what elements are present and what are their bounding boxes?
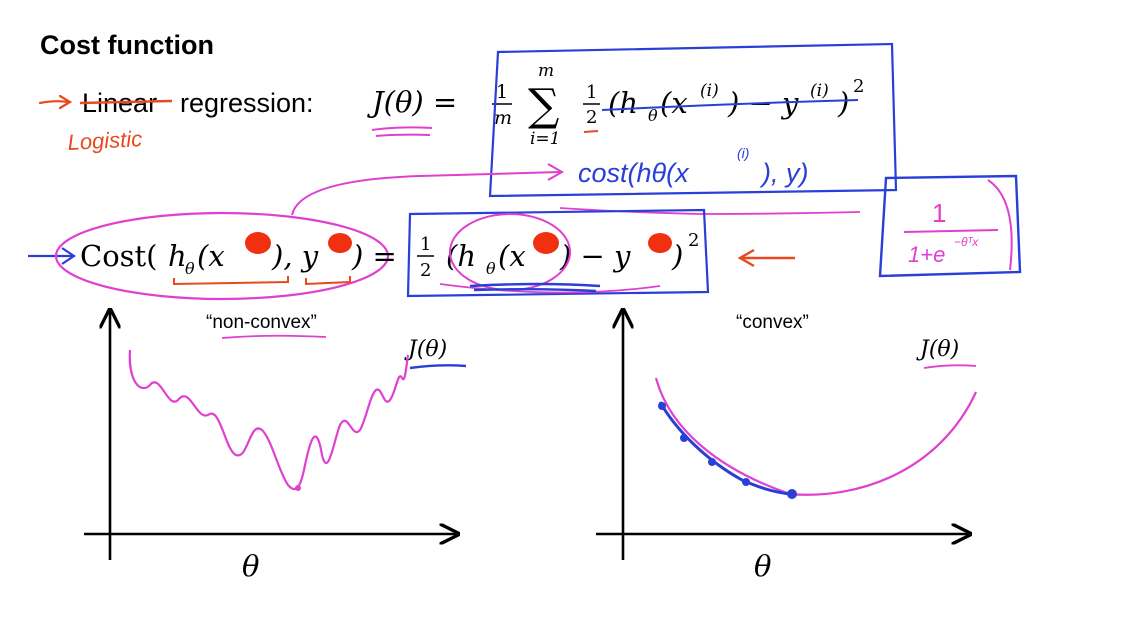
term-paren: ) xyxy=(837,86,849,120)
frac-m: m xyxy=(494,107,512,129)
term-sub: θ xyxy=(648,106,658,125)
non-convex-curve xyxy=(128,349,410,491)
right-ylabel: J(θ) xyxy=(916,337,959,362)
gd-step-3 xyxy=(708,458,716,466)
frac-one: 1 xyxy=(496,81,508,103)
rhs-close: ) xyxy=(671,239,683,273)
term-open: (h xyxy=(608,86,638,120)
cost-handwritten-sup: (i) xyxy=(737,145,749,161)
cost-sub: θ xyxy=(185,259,195,278)
gd-step-2 xyxy=(680,434,688,442)
sigmoid-box xyxy=(878,174,1022,278)
rhs-minus-y: ) − y xyxy=(559,239,631,273)
regression-word: regression: xyxy=(180,88,314,118)
sum-top: m xyxy=(538,61,554,81)
blue-box-rhs xyxy=(406,208,710,298)
slide-title: Cost function xyxy=(40,30,214,60)
sigmoid-num: 1 xyxy=(932,198,946,228)
j-theta-eq: J(θ) = xyxy=(367,85,457,119)
red-arrow-small-icon xyxy=(38,94,73,110)
left-ylabel: J(θ) xyxy=(404,337,447,362)
half-one: 1 xyxy=(586,82,597,103)
non-convex-chart: “non-convex” J(θ) θ xyxy=(84,310,467,583)
logistic-handwritten: Logistic xyxy=(67,126,143,155)
cost-h: h xyxy=(168,239,187,273)
red-bracket-2 xyxy=(305,276,351,286)
cost-handwritten-end: ), y) xyxy=(759,158,809,188)
rhs-power: 2 xyxy=(688,230,699,251)
red-arrow-left-icon xyxy=(737,248,795,268)
convex-chart: “convex” J(θ) θ xyxy=(596,310,977,583)
blue-arrow-left-icon xyxy=(28,247,76,265)
sigmoid-den: 1+e xyxy=(908,242,945,267)
rhs-half-two: 2 xyxy=(420,260,431,281)
gradient-descent-path xyxy=(658,401,793,496)
magenta-arrow-to-cost xyxy=(291,171,561,216)
non-convex-min-dot xyxy=(295,485,301,491)
convex-label: “convex” xyxy=(736,312,809,333)
sigmoid-bar xyxy=(903,229,999,233)
non-convex-label: “non-convex” xyxy=(206,312,317,333)
red-bracket-1 xyxy=(173,276,289,286)
rhs-half-one: 1 xyxy=(420,234,431,255)
red-dash xyxy=(583,130,599,133)
half-two: 2 xyxy=(586,107,597,128)
cost-close: ) = xyxy=(351,239,397,273)
red-blob-2 xyxy=(328,233,352,253)
blue-box-top xyxy=(488,42,898,198)
cost-ellipse xyxy=(54,211,390,301)
cost-x: (x xyxy=(197,239,225,273)
term-power: 2 xyxy=(853,76,864,97)
j-underline xyxy=(371,126,433,137)
magenta-arrow-head xyxy=(547,163,565,181)
cost-comma-y: ), y xyxy=(271,239,319,273)
gd-step-4 xyxy=(742,478,750,486)
left-xlabel: θ xyxy=(242,549,259,583)
cost-definition-line: Cost( h θ (x ), y ) = 1 2 (h θ (x ) − y … xyxy=(28,208,795,301)
rhs-x: (x xyxy=(498,239,526,273)
linear-regression-line: Linear regression: J(θ) = 1 m m ∑ i=1 1 … xyxy=(38,42,898,216)
term-sup-i: (i) xyxy=(700,81,719,101)
cost-word: Cost( xyxy=(80,239,158,273)
term-strike xyxy=(601,99,859,111)
gd-step-1 xyxy=(658,402,666,410)
sigmoid-inner-curve xyxy=(987,179,1013,271)
red-blob-1 xyxy=(245,232,271,254)
right-xlabel: θ xyxy=(754,549,771,583)
right-ylabel-underline xyxy=(923,364,977,369)
sigmoid-note: 1 1+e −θᵀx xyxy=(559,174,1022,278)
term-x: (x xyxy=(660,86,688,120)
magenta-hook xyxy=(439,283,661,294)
convex-curve xyxy=(654,377,977,496)
blue-underline-rhs xyxy=(469,282,601,293)
rhs-sub: θ xyxy=(486,259,496,278)
cost-handwritten: cost(hθ(x xyxy=(578,158,690,188)
red-blob-3 xyxy=(533,232,559,254)
linear-strike xyxy=(79,99,173,105)
sum-bottom: i=1 xyxy=(530,129,561,149)
gd-step-5 xyxy=(787,489,797,499)
left-ylabel-underline xyxy=(409,364,467,370)
red-blob-4 xyxy=(648,233,672,253)
non-convex-label-underline xyxy=(221,334,327,339)
sigmoid-exp: −θᵀx xyxy=(954,235,979,249)
term-sup-i2: (i) xyxy=(810,81,829,101)
sum-symbol: ∑ xyxy=(528,80,559,131)
